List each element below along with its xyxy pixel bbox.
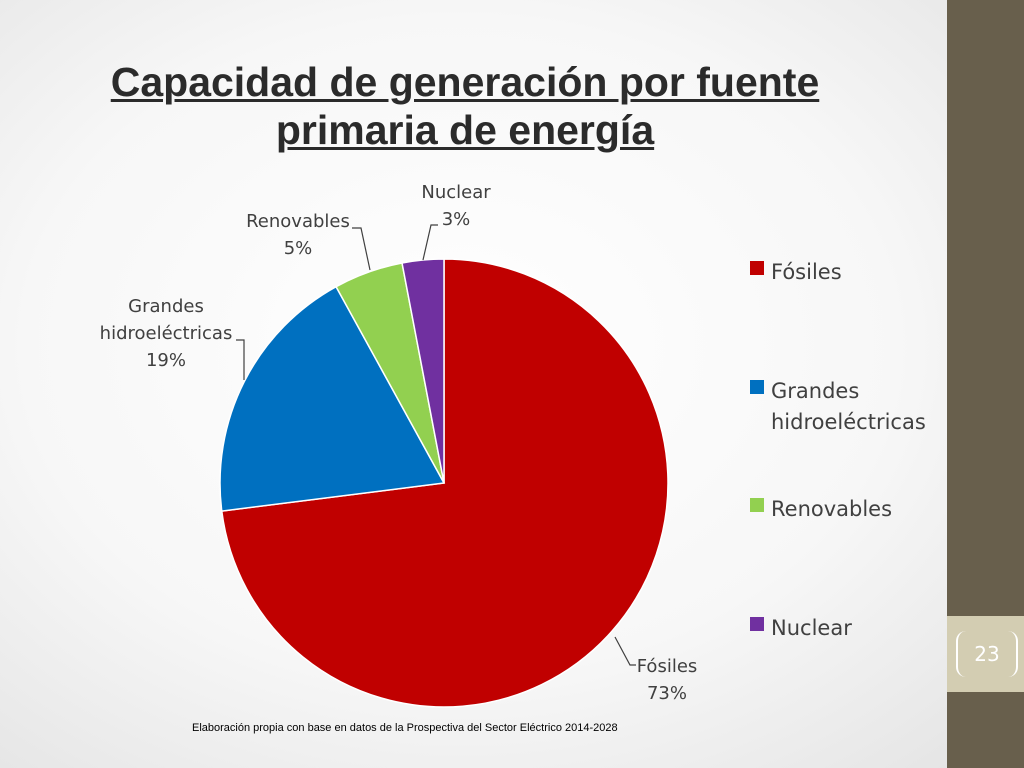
pie-slice-nuclear bbox=[401, 258, 445, 484]
legend-label-renovables: Renovables bbox=[771, 497, 892, 521]
data-label-nuclear: Nuclear 3% bbox=[421, 182, 491, 230]
legend-swatch-grandes-hidroelectricas bbox=[750, 380, 764, 394]
leader-line-nuclear bbox=[422, 224, 438, 261]
page-number-box bbox=[947, 616, 1024, 692]
slide-title-line-2: primaria de energía bbox=[275, 107, 655, 153]
slide-title-line-1: Capacidad de generación por fuente bbox=[110, 59, 820, 105]
slide-title: Capacidad de generación por fuente prima… bbox=[40, 58, 890, 154]
leader-line-renovables bbox=[352, 227, 371, 271]
pie-chart: Fósiles 73% Grandes hidroeléctricas 19% Renov… bbox=[100, 182, 926, 708]
page-number: 23 bbox=[956, 631, 1018, 677]
legend-label-grandes-hidroelectricas: Grandes hidroeléctricas bbox=[771, 379, 926, 434]
data-label-grandes-hidroelectricas: Grandes hidroeléctricas 19% bbox=[100, 296, 233, 371]
legend-label-fosiles: Fósiles bbox=[771, 260, 842, 284]
legend-swatch-fosiles bbox=[750, 261, 764, 275]
data-label-renovables: Renovables 5% bbox=[246, 211, 350, 259]
pie-slice-fosiles bbox=[220, 258, 669, 708]
source-note: Elaboración propia con base en datos de … bbox=[192, 722, 618, 734]
leader-line-fosiles bbox=[614, 636, 636, 666]
data-label-fosiles: Fósiles 73% bbox=[637, 656, 698, 704]
pie-slice-grandes-hidroelectricas bbox=[219, 285, 446, 512]
leader-line-grandes-hidroelectricas bbox=[236, 339, 245, 380]
legend-swatch-nuclear bbox=[750, 617, 764, 631]
legend-swatch-renovables bbox=[750, 498, 764, 512]
legend-label-nuclear: Nuclear bbox=[771, 616, 852, 640]
